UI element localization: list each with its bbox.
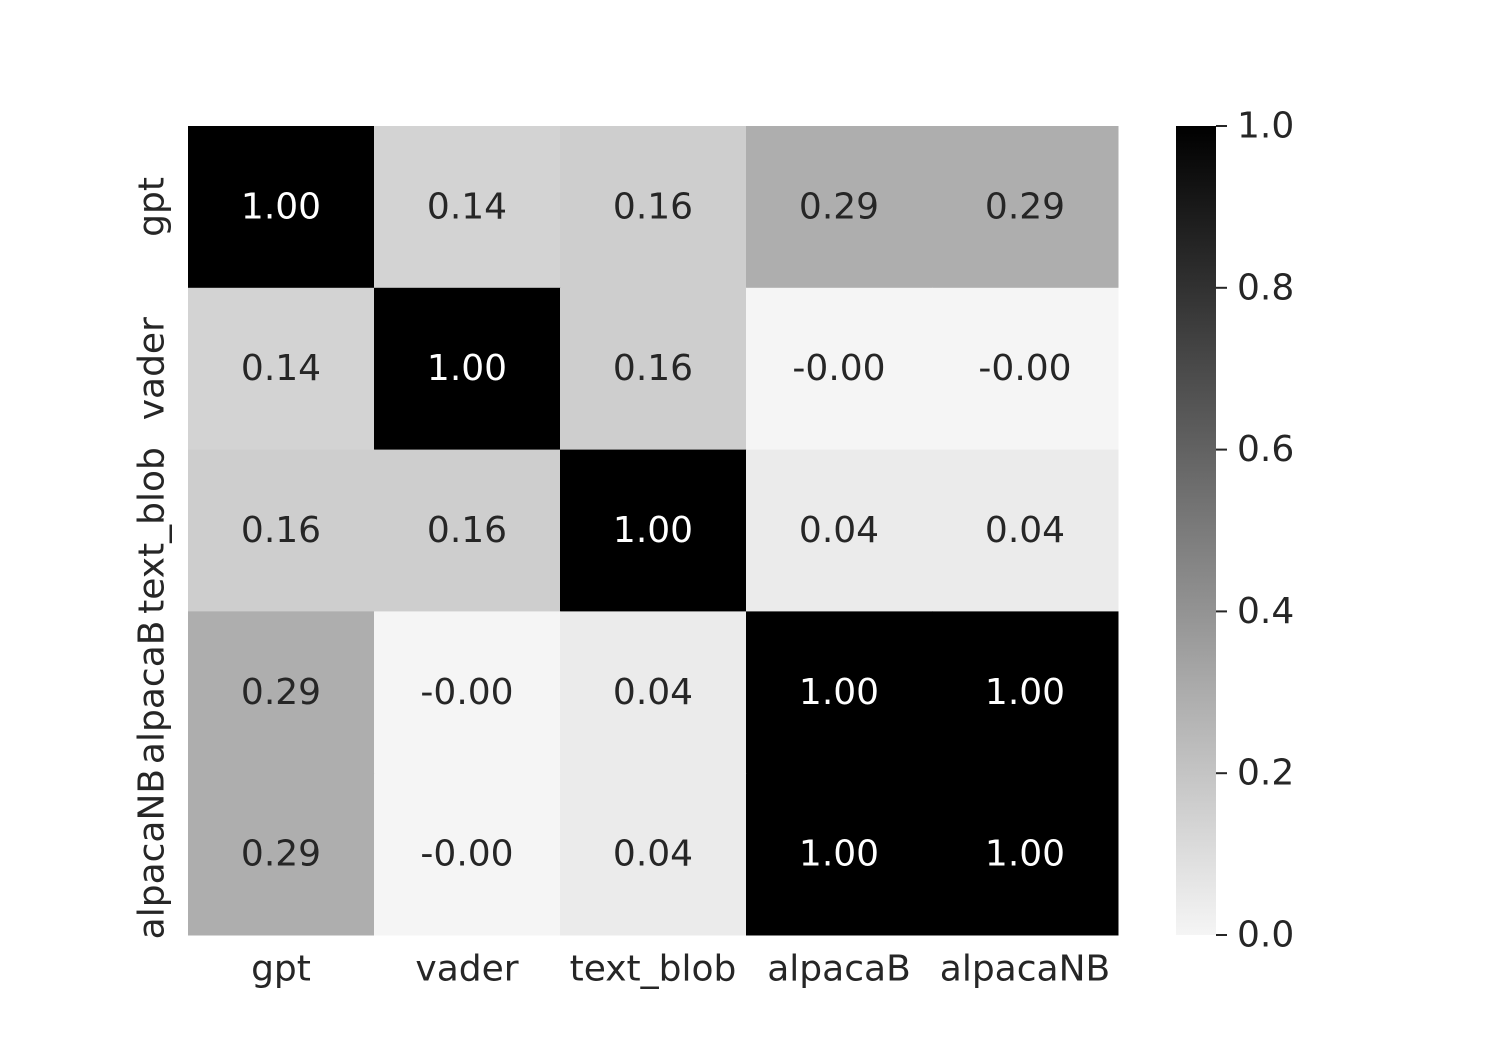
heatmap-cell bbox=[188, 287, 375, 451]
heatmap-cell bbox=[374, 287, 561, 451]
heatmap-cells bbox=[188, 126, 1119, 936]
cell-value-label: 1.00 bbox=[427, 348, 507, 389]
heatmap-cell bbox=[374, 126, 561, 289]
heatmap-cell bbox=[374, 611, 561, 774]
heatmap-cell bbox=[560, 287, 747, 451]
cell-value-label: 0.29 bbox=[241, 834, 321, 875]
cell-value-label: 0.04 bbox=[985, 510, 1065, 551]
colorbar-tick-label: 0.4 bbox=[1237, 591, 1294, 632]
colorbar-tick-label: 0.6 bbox=[1237, 429, 1294, 470]
x-tick-label: alpacaB bbox=[767, 949, 911, 990]
cell-value-label: 0.16 bbox=[427, 510, 507, 551]
colorbar-tick-label: 0.0 bbox=[1237, 915, 1294, 956]
cell-value-label: 0.04 bbox=[799, 510, 879, 551]
cell-value-label: -0.00 bbox=[978, 348, 1071, 389]
cell-value-label: 0.14 bbox=[241, 348, 321, 389]
cell-value-label: 1.00 bbox=[985, 672, 1065, 713]
cell-value-label: 0.29 bbox=[241, 672, 321, 713]
heatmap-cell bbox=[932, 126, 1119, 289]
heatmap-cell bbox=[932, 287, 1119, 451]
colorbar-tick-label: 1.0 bbox=[1237, 106, 1294, 147]
y-tick-label: alpacaNB bbox=[132, 769, 173, 939]
cell-value-label: 1.00 bbox=[613, 510, 693, 551]
x-tick-label: gpt bbox=[251, 949, 311, 990]
cell-value-label: 1.00 bbox=[799, 672, 879, 713]
cell-value-label: 0.04 bbox=[613, 672, 693, 713]
heatmap-cell bbox=[746, 449, 933, 612]
cell-value-label: -0.00 bbox=[420, 834, 513, 875]
heatmap-cell bbox=[560, 449, 747, 612]
y-tick-label: vader bbox=[132, 317, 173, 420]
y-tick-label: gpt bbox=[132, 177, 173, 237]
heatmap-cell bbox=[188, 611, 375, 774]
heatmap-cell bbox=[746, 773, 933, 936]
heatmap-cell bbox=[932, 449, 1119, 612]
heatmap-cell bbox=[188, 773, 375, 936]
heatmap-cell bbox=[932, 773, 1119, 936]
heatmap-cell bbox=[374, 773, 561, 936]
colorbar-tick-label: 0.8 bbox=[1237, 267, 1294, 308]
cell-value-label: 0.14 bbox=[427, 186, 507, 227]
y-tick-label: text_blob bbox=[132, 447, 173, 614]
colorbar-tick-label: 0.2 bbox=[1237, 753, 1294, 794]
cell-value-label: 0.29 bbox=[799, 186, 879, 227]
cell-value-label: 0.04 bbox=[613, 834, 693, 875]
cell-value-label: -0.00 bbox=[792, 348, 885, 389]
x-tick-label: alpacaNB bbox=[940, 949, 1110, 990]
cell-value-label: -0.00 bbox=[420, 672, 513, 713]
heatmap-cell bbox=[746, 126, 933, 289]
heatmap-cell bbox=[560, 773, 747, 936]
cell-value-label: 1.00 bbox=[985, 834, 1065, 875]
x-tick-label: text_blob bbox=[570, 949, 737, 990]
heatmap-cell bbox=[746, 611, 933, 774]
x-axis-tick-labels: gpt vader text_blob alpacaB alpacaNB bbox=[251, 949, 1110, 990]
cell-value-label: 1.00 bbox=[241, 186, 321, 227]
heatmap-cell bbox=[560, 611, 747, 774]
cell-value-label: 0.29 bbox=[985, 186, 1065, 227]
x-tick-label: vader bbox=[415, 949, 518, 990]
cell-value-label: 0.16 bbox=[613, 348, 693, 389]
colorbar-gradient bbox=[1176, 126, 1216, 935]
colorbar: 0.0 0.2 0.4 0.6 0.8 1.0 bbox=[1176, 106, 1294, 956]
heatmap-cell bbox=[746, 287, 933, 451]
heatmap-cell bbox=[188, 126, 375, 289]
heatmap-cell bbox=[188, 449, 375, 612]
cell-value-label: 0.16 bbox=[241, 510, 321, 551]
heatmap-cell bbox=[932, 611, 1119, 774]
heatmap-cell bbox=[560, 126, 747, 289]
y-tick-label: alpacaB bbox=[132, 621, 173, 765]
heatmap-cell bbox=[374, 449, 561, 612]
cell-annotations: 1.00 0.14 0.16 0.29 0.29 0.14 1.00 0.16 -0.00 -0.… bbox=[241, 186, 1072, 874]
cell-value-label: 0.16 bbox=[613, 186, 693, 227]
cell-value-label: 1.00 bbox=[799, 834, 879, 875]
